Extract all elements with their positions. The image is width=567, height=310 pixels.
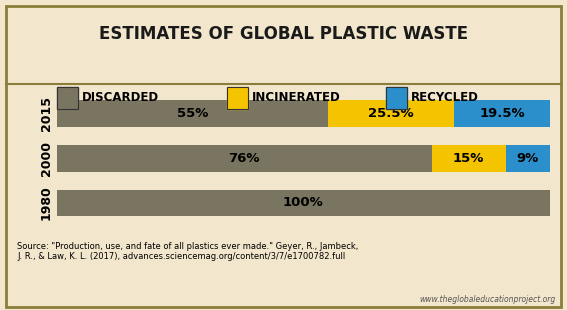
Bar [328, 100, 454, 127]
Text: 19.5%: 19.5% [479, 107, 524, 120]
Bar [454, 100, 550, 127]
Text: 15%: 15% [453, 152, 484, 165]
Text: DISCARDED: DISCARDED [82, 91, 159, 104]
Bar [57, 100, 328, 127]
Text: 76%: 76% [229, 152, 260, 165]
Text: 25.5%: 25.5% [368, 107, 414, 120]
Text: INCINERATED: INCINERATED [252, 91, 341, 104]
Text: Source: "Production, use, and fate of all plastics ever made." Geyer, R., Jambec: Source: "Production, use, and fate of al… [17, 242, 358, 261]
Bar [506, 145, 550, 171]
Text: 55%: 55% [177, 107, 208, 120]
Text: 9%: 9% [517, 152, 539, 165]
Bar [431, 145, 506, 171]
Text: ESTIMATES OF GLOBAL PLASTIC WASTE: ESTIMATES OF GLOBAL PLASTIC WASTE [99, 25, 468, 43]
Text: RECYCLED: RECYCLED [411, 91, 479, 104]
Bar [57, 145, 431, 171]
Bar [57, 189, 550, 216]
Text: www.theglobaleducationproject.org: www.theglobaleducationproject.org [420, 295, 556, 304]
Text: 100%: 100% [283, 197, 324, 210]
